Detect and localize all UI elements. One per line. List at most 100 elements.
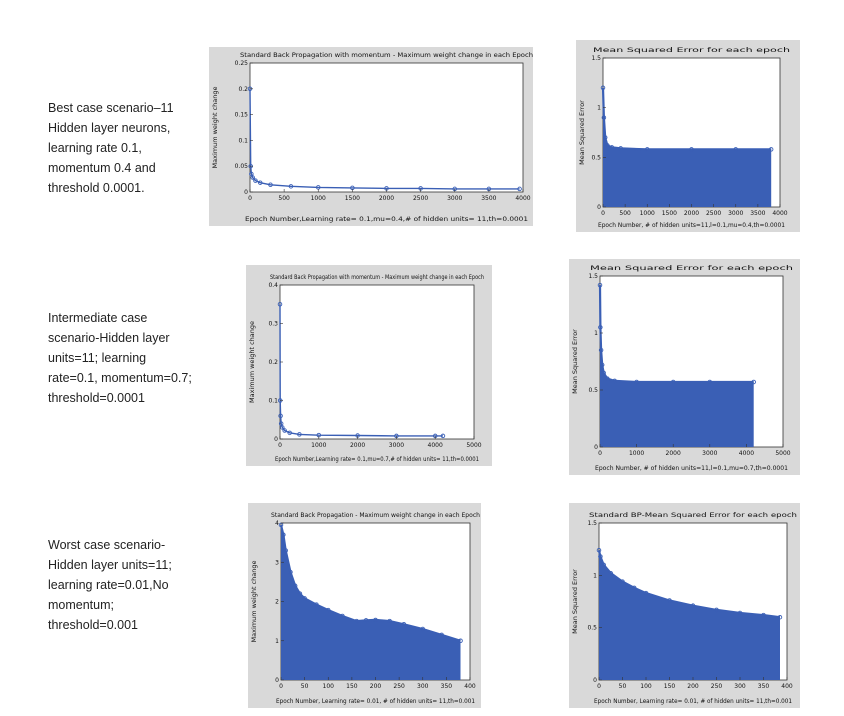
x-tick-label: 1000	[640, 210, 655, 217]
y-tick-label: 1	[597, 105, 601, 112]
y-tick-label: 0.5	[591, 154, 601, 161]
y-tick-label: 0	[594, 444, 598, 451]
y-tick-label: 4	[275, 520, 279, 527]
data-point	[601, 115, 607, 120]
x-tick-label: 5000	[466, 442, 481, 449]
x-tick-label: 3000	[389, 442, 404, 449]
data-point	[618, 146, 623, 151]
y-axis-label: Mean Squared Error	[571, 569, 579, 634]
x-tick-label: 400	[781, 683, 793, 690]
y-tick-label: 1	[275, 638, 279, 645]
data-point	[283, 548, 288, 553]
chart-worst-weight-change: Standard Back Propagation - Maximum weig…	[248, 503, 481, 708]
chart-intermediate-mse: Mean Squared Error for each epoch 0 1000 20…	[569, 259, 800, 475]
data-point	[707, 379, 713, 385]
data-point	[373, 617, 378, 623]
scenario-label-best: Best case scenario–11 Hidden layer neuro…	[48, 98, 174, 198]
data-point	[599, 362, 605, 368]
data-point	[325, 607, 331, 613]
x-tick-label: 0	[598, 450, 602, 457]
data-point	[601, 562, 606, 568]
chart-best-weight-change: Standard Back Propagation with momentum …	[209, 47, 533, 226]
label-line: threshold=0.0001	[48, 391, 145, 405]
data-point	[761, 612, 766, 618]
x-tick-label: 500	[619, 210, 631, 217]
chart-worst-mse: Standard BP-Mean Squared Error for each …	[569, 503, 800, 708]
y-axis-label: Maximum weight change	[248, 321, 256, 403]
data-point	[733, 147, 738, 152]
data-point	[605, 143, 610, 148]
x-tick-label: 500	[278, 195, 290, 202]
x-tick-label: 3000	[447, 195, 462, 202]
x-tick-label: 5000	[775, 450, 790, 457]
label-line: momentum;	[48, 598, 114, 612]
chart-title: Standard Back Propagation with momentum …	[240, 51, 533, 59]
data-point	[600, 85, 606, 91]
x-tick-label: 3000	[728, 210, 743, 217]
data-point	[598, 347, 604, 353]
data-point	[670, 379, 676, 385]
x-axis-label: Epoch Number,Learning rate= 0.1,mu=0.7,#…	[275, 456, 479, 463]
data-point	[602, 135, 608, 140]
x-tick-label: 250	[393, 683, 405, 690]
series-line	[597, 549, 781, 619]
data-point	[598, 325, 603, 330]
label-line: learning rate 0.1,	[48, 141, 142, 155]
data-point	[297, 591, 303, 596]
y-axis-label: Maximum weight change	[250, 561, 258, 643]
data-point	[420, 626, 425, 632]
data-point	[314, 602, 319, 607]
data-point	[714, 607, 719, 613]
x-axis-label: Epoch Number, Learning rate= 0.01, # of …	[594, 698, 792, 705]
y-axis-label: Mean Squared Error	[571, 329, 579, 394]
chart-svg: Standard Back Propagation - Maximum weig…	[250, 511, 480, 705]
data-point	[667, 598, 672, 603]
data-point	[601, 370, 606, 376]
x-tick-label: 200	[687, 683, 699, 690]
x-tick-label: 3500	[750, 210, 765, 217]
x-tick-label: 1000	[311, 442, 326, 449]
y-tick-label: 2	[275, 599, 279, 606]
series-line	[598, 285, 754, 384]
chart-title: Standard BP-Mean Squared Error for each …	[589, 511, 797, 519]
data-point	[605, 376, 610, 381]
data-point	[253, 178, 258, 183]
x-tick-label: 1500	[345, 195, 360, 202]
label-line: scenario-Hidden layer	[48, 331, 170, 345]
x-tick-label: 2000	[379, 195, 394, 202]
data-point	[644, 147, 650, 152]
y-tick-label: 0.5	[587, 625, 597, 632]
data-point	[620, 579, 625, 584]
plot-area	[249, 62, 524, 193]
label-line: momentum 0.4 and	[48, 161, 156, 175]
x-tick-label: 0	[601, 210, 605, 217]
y-tick-label: 0.05	[235, 163, 249, 170]
y-tick-label: 0.3	[268, 321, 278, 328]
x-tick-label: 0	[597, 683, 601, 690]
data-point	[278, 413, 283, 419]
data-point	[458, 638, 463, 643]
x-tick-label: 2000	[684, 210, 699, 217]
x-tick-label: 350	[441, 683, 453, 690]
y-tick-label: 0	[274, 436, 278, 443]
data-point	[751, 379, 756, 385]
y-tick-label: 0	[597, 204, 601, 211]
data-point	[643, 590, 649, 596]
x-tick-label: 2000	[666, 450, 681, 457]
plot-area	[279, 284, 475, 440]
x-axis-label: Epoch Number, Learning rate= 0.01, # of …	[276, 698, 475, 705]
y-tick-label: 0.2	[268, 359, 278, 366]
series-line	[601, 87, 772, 151]
x-tick-label: 150	[664, 683, 676, 690]
x-tick-label: 300	[734, 683, 746, 690]
chart-svg: Standard BP-Mean Squared Error for each …	[571, 511, 797, 705]
x-tick-label: 2000	[350, 442, 365, 449]
x-tick-label: 150	[346, 683, 358, 690]
label-line: Intermediate case	[48, 311, 148, 325]
data-point	[690, 603, 696, 608]
y-tick-label: 1.5	[587, 520, 597, 527]
y-tick-label: 0.4	[268, 282, 278, 289]
data-point	[340, 613, 345, 619]
data-point	[440, 433, 446, 439]
